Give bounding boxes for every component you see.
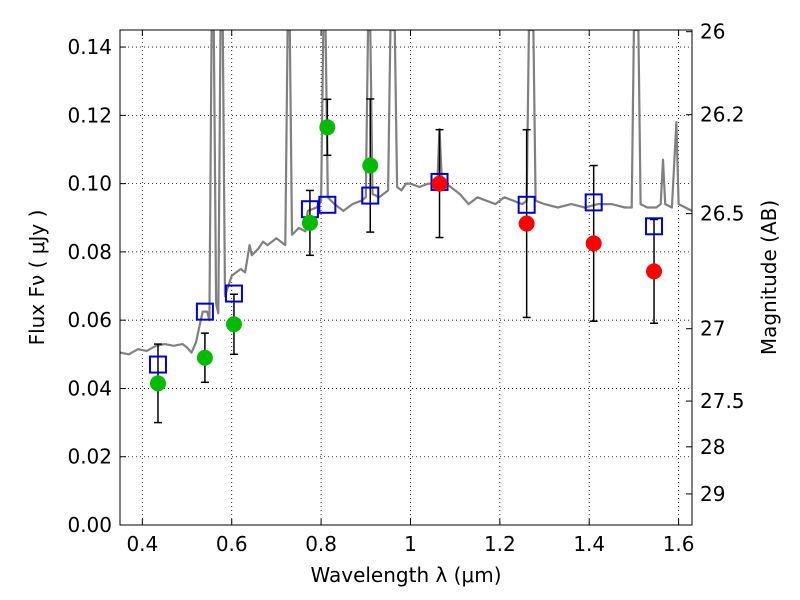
model-square-marker <box>584 193 603 212</box>
spectrum-line <box>120 30 692 356</box>
y-tick-label: 0.02 <box>67 445 112 469</box>
y-tick-label: 0.06 <box>67 308 112 332</box>
x-axis-title: Wavelength λ (μm) <box>310 563 501 587</box>
y-tick-label: 0.10 <box>67 172 112 196</box>
y2-axis-title: Magnitude (AB) <box>757 200 781 355</box>
model-square-marker <box>517 195 536 214</box>
model-square-marker <box>148 355 167 374</box>
x-tick-label: 1 <box>404 532 417 556</box>
y2-tick-label: 28 <box>700 435 725 459</box>
model-square-marker <box>318 195 337 214</box>
x-tick-label: 1.6 <box>663 532 695 556</box>
y2-tick-label: 27.5 <box>700 389 745 413</box>
y-axis-title: Flux Fν ( μJy ) <box>25 210 49 346</box>
x-tick-label: 1.4 <box>573 532 605 556</box>
observed-point <box>585 235 602 252</box>
axes: 0.4 0.6 0.8 1 1.2 1.4 1.6 0.00 0.02 0.04 0.06 0.08 0… <box>25 20 781 587</box>
x-tick-label: 0.6 <box>216 532 248 556</box>
y-tick-label: 0.12 <box>67 103 112 127</box>
observed-point <box>301 214 318 231</box>
x-tick-label: 1.2 <box>484 532 516 556</box>
model-square-marker <box>361 186 380 205</box>
y2-tick-label: 27 <box>700 317 725 341</box>
y-tick-label: 0.08 <box>67 240 112 264</box>
plot-frame <box>119 29 693 526</box>
observed-point <box>362 157 379 174</box>
observed-point <box>196 349 213 366</box>
model-square-marker <box>645 217 664 236</box>
y-tick-label: 0.04 <box>67 376 112 400</box>
model-square-marker <box>195 302 214 321</box>
observed-point <box>319 119 336 136</box>
observed-point <box>149 375 166 392</box>
observed-point <box>225 316 242 333</box>
y-tick-label: 0.14 <box>67 35 112 59</box>
x-tick-label: 0.8 <box>305 532 337 556</box>
observed-point <box>518 215 535 232</box>
plot-area <box>120 30 692 424</box>
y2-tick-label: 26.5 <box>700 202 745 226</box>
y-tick-label: 0.00 <box>67 513 112 537</box>
model-square-marker <box>224 284 243 303</box>
x-tick-label: 0.4 <box>126 532 158 556</box>
observed-point <box>431 175 448 192</box>
y2-tick-label: 26.2 <box>700 103 745 127</box>
y2-tick-label: 29 <box>700 482 725 506</box>
observed-point <box>646 263 663 280</box>
y2-tick-label: 26 <box>700 20 725 44</box>
